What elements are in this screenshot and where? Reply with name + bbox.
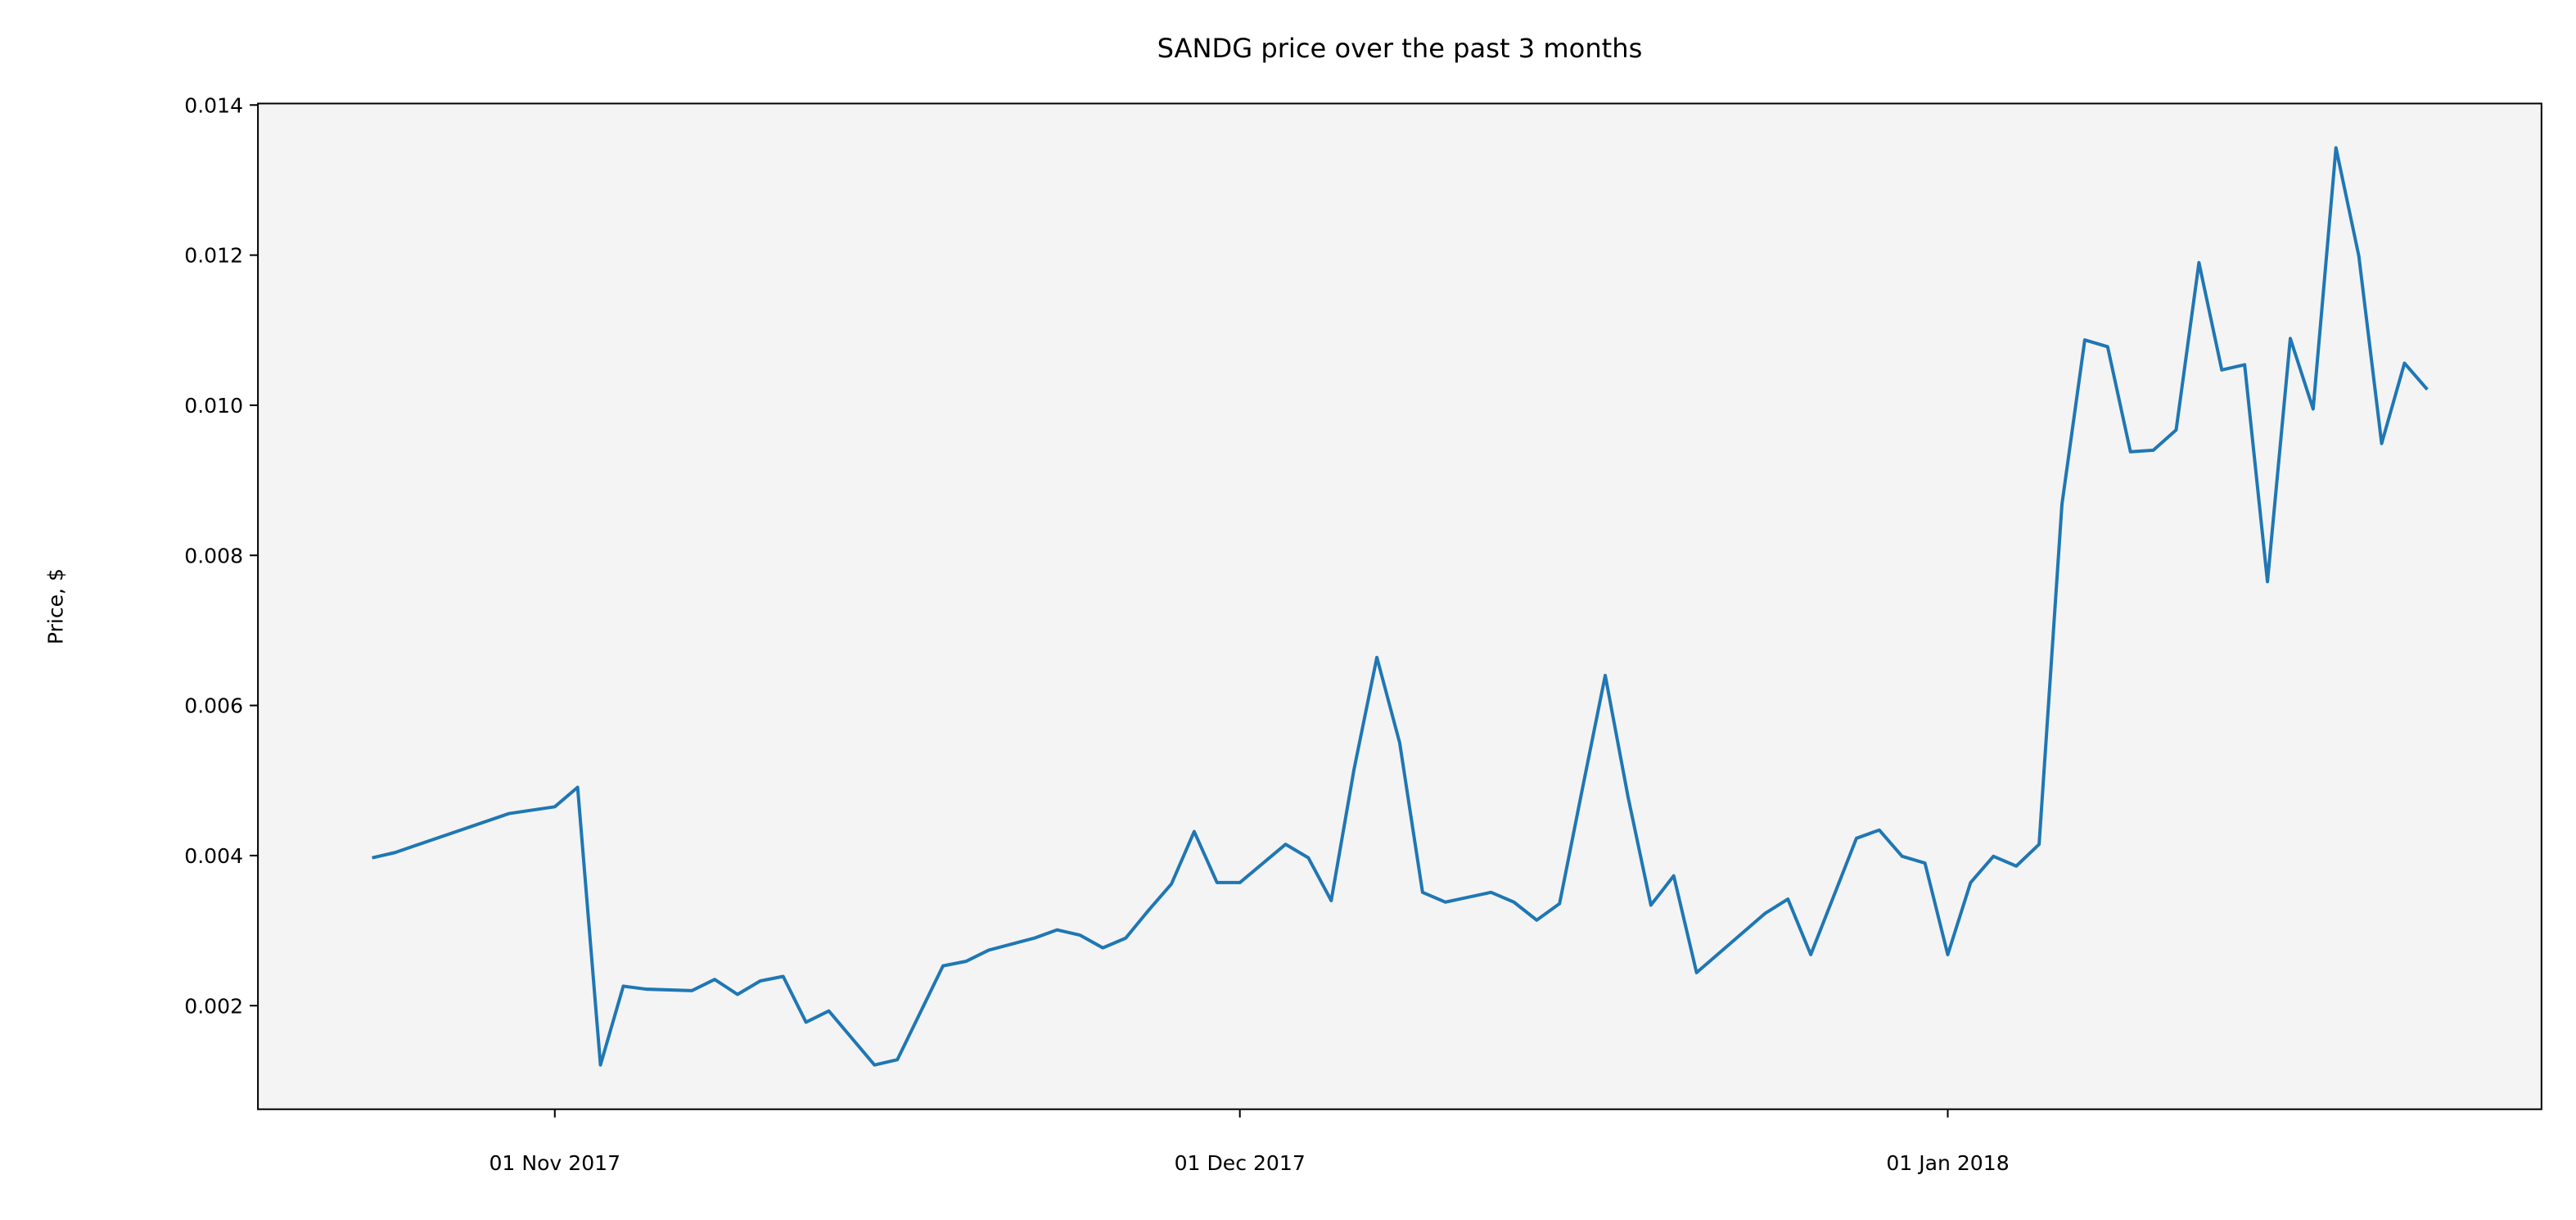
plot-frame	[257, 102, 2542, 1110]
plot-background	[258, 103, 2542, 1109]
x-tick-label: 01 Jan 2018	[1886, 1151, 2009, 1175]
y-axis-label: Price, $	[43, 568, 67, 644]
y-tick-label: 0.004	[184, 844, 243, 868]
y-tick-label: 0.012	[184, 244, 243, 268]
x-tick-label: 01 Nov 2017	[489, 1151, 620, 1175]
y-tick-label: 0.014	[184, 93, 243, 117]
y-tick-label: 0.010	[184, 394, 243, 418]
y-tick-label: 0.008	[184, 544, 243, 567]
y-tick-label: 0.006	[184, 694, 243, 718]
x-tick-label: 01 Dec 2017	[1175, 1151, 1306, 1175]
price-line	[372, 146, 2429, 1067]
y-tick-label: 0.002	[184, 994, 243, 1018]
chart-title: SANDG price over the past 3 months	[1157, 33, 1643, 64]
